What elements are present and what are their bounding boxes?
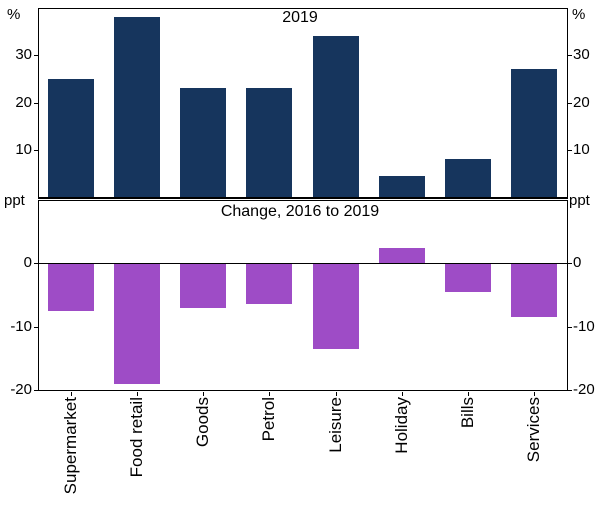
y-tick-label-left: 0 xyxy=(23,254,32,272)
y-tick-left xyxy=(34,102,38,104)
y-tick-label-right: 10 xyxy=(573,140,590,158)
bar-petrol-level xyxy=(246,88,293,197)
y-tick-label-left: 30 xyxy=(15,46,32,64)
bar-leisure-change xyxy=(312,263,359,349)
y-tick-right xyxy=(568,263,572,265)
y-tick-label-left: -20 xyxy=(10,381,32,398)
bar-services-change xyxy=(510,263,557,318)
y-tick-right xyxy=(568,55,572,57)
bar-petrol-change xyxy=(246,263,293,305)
unit-label-top-left: % xyxy=(7,6,21,23)
y-tick-label-right: 20 xyxy=(573,93,590,111)
unit-label-top-right: % xyxy=(572,6,586,23)
unit-label-bottom-left: ppt xyxy=(4,192,25,209)
panel-border-top xyxy=(38,200,568,201)
y-tick-label-right: -20 xyxy=(573,381,595,398)
bar-supermarket-level xyxy=(48,78,95,197)
y-tick-label-right: 0 xyxy=(573,254,582,272)
category-label-food-retail: Food retail xyxy=(127,397,147,478)
y-tick-left xyxy=(34,149,38,151)
bar-goods-change xyxy=(180,263,227,308)
bar-goods-level xyxy=(180,88,227,197)
bar-bills-change xyxy=(444,263,491,292)
panel-border-bottom xyxy=(38,197,568,199)
x-tick xyxy=(269,391,271,396)
y-tick-left xyxy=(34,55,38,57)
y-tick-left xyxy=(34,390,38,391)
panel-border-left xyxy=(38,200,39,390)
category-label-holiday: Holiday xyxy=(391,397,411,454)
y-tick-right xyxy=(568,102,572,104)
zero-line xyxy=(38,262,568,265)
panel-border-top xyxy=(38,8,568,9)
y-tick-label-left: 20 xyxy=(15,93,32,111)
y-tick-right xyxy=(568,326,572,328)
y-tick-left xyxy=(34,326,38,328)
bar-bills-level xyxy=(444,159,491,197)
x-tick xyxy=(401,391,403,396)
category-label-services: Services xyxy=(523,397,543,463)
bar-holiday-level xyxy=(378,175,425,197)
unit-label-bottom-right: ppt xyxy=(569,192,590,209)
category-label-leisure: Leisure xyxy=(325,397,345,453)
panel-border-left xyxy=(38,8,39,197)
x-tick xyxy=(71,391,73,396)
bar-supermarket-change xyxy=(48,263,95,311)
y-tick-right xyxy=(568,149,572,151)
y-tick-label-right: -10 xyxy=(573,317,595,335)
x-tick xyxy=(533,391,535,396)
y-tick-label-left: -10 xyxy=(10,317,32,335)
y-tick-left xyxy=(34,263,38,265)
panel-border-right xyxy=(567,8,568,198)
x-tick xyxy=(335,391,337,396)
x-tick xyxy=(467,391,469,396)
category-label-petrol: Petrol xyxy=(259,397,279,442)
bar-services-level xyxy=(510,69,557,197)
panel-title-bottom: Change, 2016 to 2019 xyxy=(220,203,380,220)
category-label-bills: Bills xyxy=(457,397,477,429)
x-tick xyxy=(137,391,139,396)
category-label-goods: Goods xyxy=(193,397,213,448)
y-tick-label-right: 30 xyxy=(573,46,590,64)
bar-food-retail-change xyxy=(114,263,161,384)
y-tick-right xyxy=(568,390,572,391)
panel-border-right xyxy=(567,200,568,391)
panel-title-top: 2019 xyxy=(282,9,318,26)
category-label-supermarket: Supermarket xyxy=(61,397,81,495)
bar-food-retail-level xyxy=(114,17,161,197)
y-tick-label-left: 10 xyxy=(15,140,32,158)
x-tick xyxy=(203,391,205,396)
bar-leisure-level xyxy=(312,36,359,197)
panel-border-bottom xyxy=(38,390,568,391)
bar-holiday-change xyxy=(378,247,425,264)
